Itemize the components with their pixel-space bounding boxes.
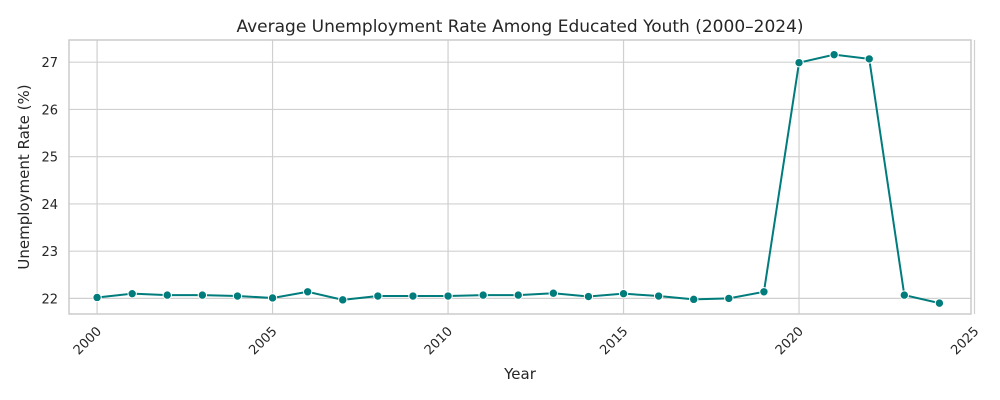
data-point <box>302 287 313 297</box>
y-tick-label: 26 <box>41 103 58 118</box>
data-point <box>267 293 278 303</box>
data-point <box>162 290 172 300</box>
data-point <box>232 291 243 301</box>
data-point <box>127 288 137 299</box>
data-point <box>338 295 348 305</box>
data-point <box>724 293 734 304</box>
data-point <box>794 57 804 68</box>
data-point <box>408 291 418 301</box>
data-point <box>864 54 874 64</box>
x-tick-label: 2010 <box>422 324 456 358</box>
x-tick-label: 2025 <box>948 324 982 358</box>
data-point <box>197 290 208 300</box>
x-tick-label: 2000 <box>71 324 105 358</box>
x-axis-label: Year <box>503 365 537 383</box>
data-point <box>92 292 102 303</box>
data-point <box>653 291 664 301</box>
x-tick-label: 2015 <box>597 324 631 358</box>
y-axis-label: Unemployment Rate (%) <box>15 84 33 269</box>
y-tick-label: 27 <box>41 56 58 71</box>
data-point <box>934 298 945 308</box>
data-point <box>899 290 910 300</box>
y-tick-label: 25 <box>41 151 58 166</box>
x-tick-label: 2020 <box>773 324 807 358</box>
data-point <box>583 291 594 302</box>
data-point <box>513 290 523 300</box>
chart-title: Average Unemployment Rate Among Educated… <box>236 17 803 37</box>
data-point <box>829 49 839 60</box>
y-tick-label: 23 <box>41 245 58 260</box>
plot-frame <box>68 39 972 315</box>
data-point <box>618 288 629 299</box>
y-tick-label: 22 <box>41 292 58 307</box>
series-line <box>96 53 940 305</box>
axis-ticks: 2000 2005 2010 2015 2020 2025 22 23 24 25 26 27 <box>41 56 982 358</box>
data-point <box>373 291 383 301</box>
data-point <box>478 290 488 300</box>
data-point <box>443 291 453 301</box>
y-tick-label: 24 <box>41 198 58 213</box>
x-tick-label: 2005 <box>246 324 280 358</box>
data-point <box>759 287 769 297</box>
series <box>92 49 945 308</box>
data-point <box>689 294 699 305</box>
data-point <box>548 288 559 298</box>
grid-lines <box>69 40 976 314</box>
